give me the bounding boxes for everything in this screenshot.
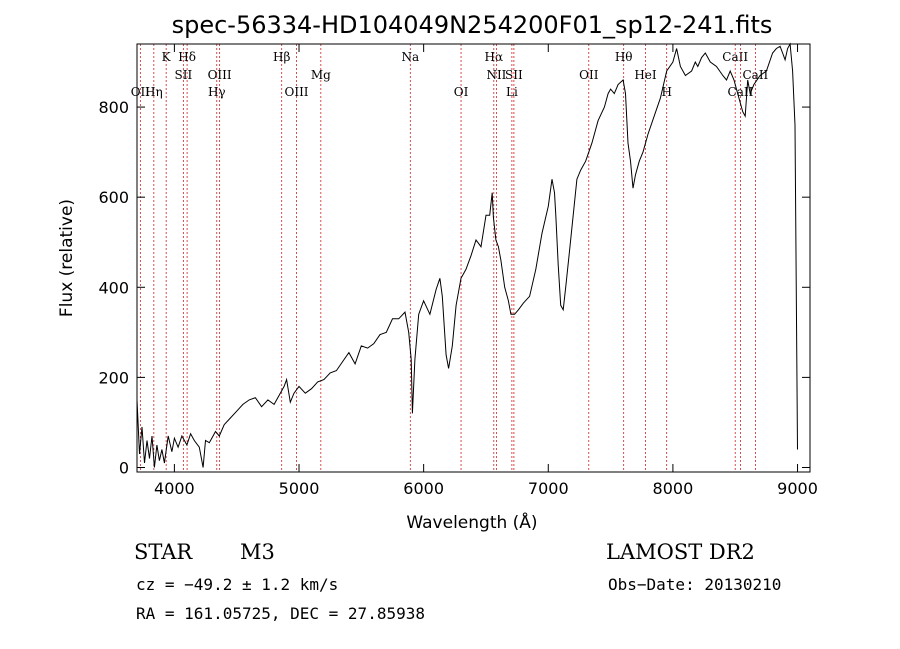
x-axis-label: Wavelength (Å) (406, 511, 537, 533)
spectral-subclass: M3 (240, 540, 275, 564)
spectral-line-label: Hδ (178, 50, 196, 64)
spectral-line-label: Hγ (208, 85, 226, 99)
x-tick-label: 6000 (403, 479, 444, 498)
spectral-line-label: OIII (284, 85, 308, 99)
spectral-line-label: Hη (145, 85, 163, 99)
plot-frame (136, 43, 811, 473)
spectrum-line (136, 42, 798, 468)
spectral-line-label: K (162, 50, 172, 64)
chart-title: spec-56334-HD104049N254200F01_sp12-241.f… (172, 11, 773, 39)
object-class: STAR (134, 540, 193, 564)
survey-name: LAMOST DR2 (606, 540, 755, 564)
spectral-line-label: Hθ (615, 50, 633, 64)
spectral-line-label: Na (401, 50, 419, 64)
y-tick-label: 600 (98, 188, 129, 207)
y-axis-label: Flux (relative) (57, 199, 77, 317)
spectral-line-label: SII (175, 68, 193, 82)
spectral-line-label: NII (486, 68, 506, 82)
spectral-line-label: SII (505, 68, 523, 82)
spectral-line-label: OII (131, 85, 151, 99)
observation-date: Obs−Date: 20130210 (608, 575, 782, 594)
y-tick-label: 0 (119, 458, 129, 477)
y-tick-label: 800 (98, 98, 129, 117)
coordinates: RA = 161.05725, DEC = 27.85938 (136, 604, 425, 623)
y-tick-label: 400 (98, 278, 129, 297)
spectral-line-label: CaII (722, 50, 748, 64)
spectral-line-label: Hα (485, 50, 504, 64)
spectral-line-label: H (661, 85, 671, 99)
x-tick-label: 7000 (528, 479, 569, 498)
spectral-line-label: Mg (311, 68, 331, 82)
redshift-cz: cz = −49.2 ± 1.2 km/s (136, 575, 339, 594)
y-tick-label: 200 (98, 368, 129, 387)
x-axis-ticks: 4000 5000 6000 7000 8000 9000 (154, 44, 818, 498)
x-tick-label: 4000 (154, 479, 195, 498)
y-axis-ticks: 0 200 400 600 800 (98, 98, 810, 477)
x-tick-label: 9000 (777, 479, 818, 498)
spectral-line-label: OI (454, 85, 469, 99)
x-tick-label: 8000 (653, 479, 694, 498)
spectral-line-label: CaII (742, 68, 768, 82)
spectral-line-label: OII (579, 68, 599, 82)
x-tick-label: 5000 (279, 479, 320, 498)
spectral-line-label: HeI (634, 68, 657, 82)
spectral-line-label: Hβ (273, 50, 290, 64)
spectral-line-label: Li (506, 85, 518, 99)
spectral-line-label: OIII (208, 68, 232, 82)
